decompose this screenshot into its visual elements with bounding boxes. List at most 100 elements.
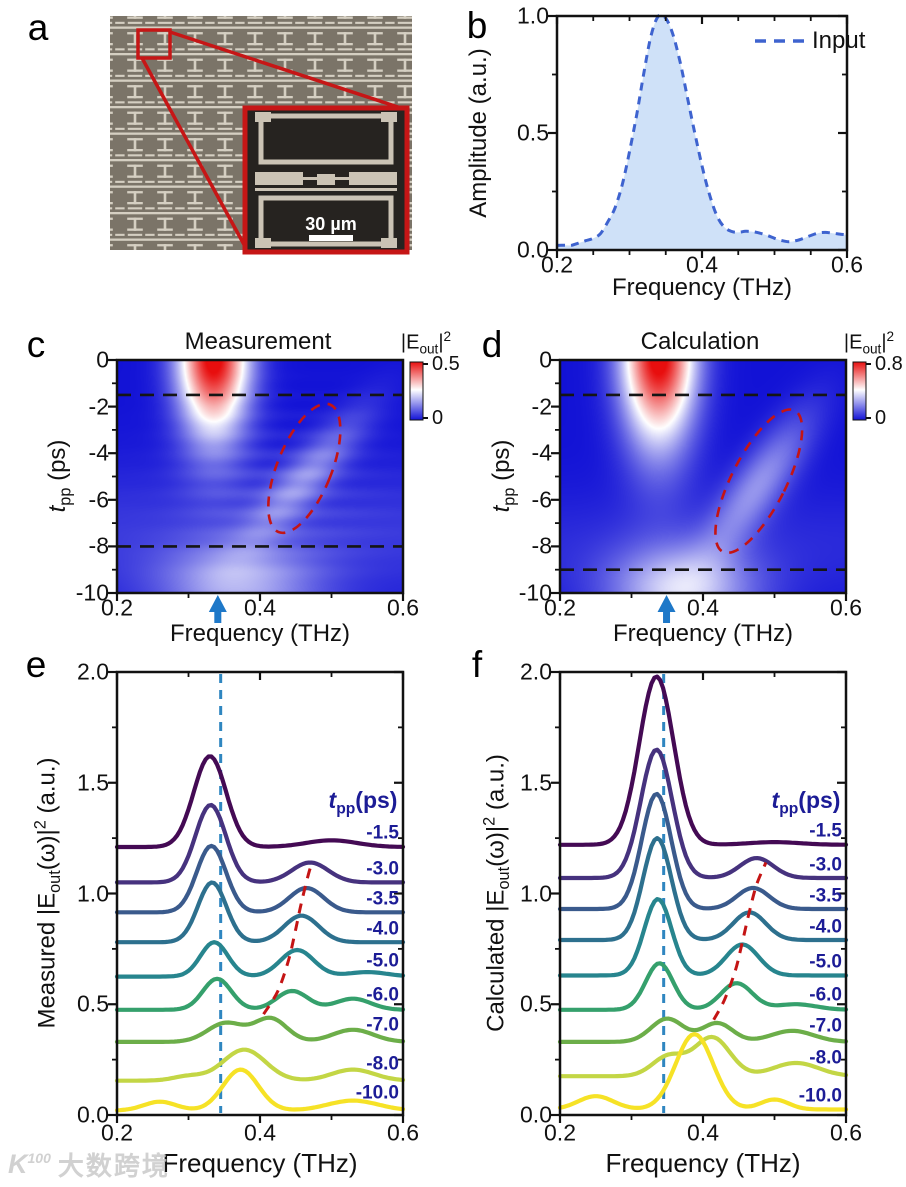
spectrum-curve-tpp--3.5: [557, 791, 849, 912]
panel-letter-b: b: [466, 5, 488, 46]
spectrum-curve-tpp--1.5: [557, 674, 849, 847]
panel-c-ytick: -10: [75, 579, 109, 606]
panel-c-ylabel: tpp (ps): [43, 439, 75, 513]
curve-label-tpp--3.5: -3.5: [366, 888, 399, 910]
panel-b-ytick: 0.5: [517, 119, 549, 146]
panel-b-xtick: 0.4: [686, 251, 718, 278]
panel-c-xtick: 0.2: [101, 594, 133, 621]
panel-c-xtick: 0.4: [244, 594, 276, 621]
unit-cell-gap-pad: [317, 174, 335, 185]
resonance-arrow: [657, 595, 676, 623]
curve-label-tpp--6.0: -6.0: [809, 984, 842, 1006]
curve-label-tpp--7.0: -7.0: [809, 1015, 842, 1037]
panel-f-ytick: 0.5: [520, 990, 552, 1017]
curve-label-tpp--1.5: -1.5: [366, 822, 399, 844]
callout-line-bottom: [140, 57, 249, 251]
panel-f-xtick: 0.2: [544, 1119, 576, 1146]
panel-c-ytick: -4: [88, 439, 109, 466]
spectrum-curve-tpp--4.0: [557, 836, 849, 943]
spectrum-curve-tpp--4.0: [114, 880, 406, 945]
zoom-region-box: [136, 28, 172, 60]
spectrum-curve-tpp--6.0: [114, 976, 406, 1012]
panel-e-ytick: 2.0: [77, 658, 109, 685]
panel-f-xtick: 0.6: [830, 1119, 862, 1146]
panel-b-xlabel: Frequency (THz): [611, 274, 793, 301]
watermark-logo: K100: [8, 1149, 51, 1179]
panel-a-micrograph: 30 µm: [110, 16, 412, 255]
panel-d-xtick: 0.6: [830, 594, 862, 621]
curve-label-tpp--8.0: -8.0: [809, 1047, 842, 1069]
panel-e-graphics: [108, 670, 406, 1123]
panel-c-ytick: -8: [88, 532, 109, 559]
plot-frame: [115, 670, 405, 1117]
panel-f-graphics: [551, 670, 849, 1123]
panel-e-series-header: tpp(ps): [328, 786, 398, 818]
unit-cell-tab: [255, 112, 271, 122]
panel-f-xlabel: Frequency (THz): [605, 1148, 801, 1178]
panel-e-xtick: 0.4: [244, 1119, 276, 1146]
panel-f-ytick: 0.0: [520, 1101, 552, 1128]
panel-letter-d: d: [481, 324, 503, 365]
unit-cell-tab: [255, 238, 271, 248]
colorbar-calculation: [852, 361, 867, 421]
sideband-highlight-ellipse: [267, 402, 342, 535]
panel-c-xtick: 0.6: [387, 594, 419, 621]
unit-cell-top-bar: [258, 113, 394, 165]
scale-bar-label: 30 µm: [305, 214, 356, 234]
panel-c-colorbar-label: |Eout|2: [400, 328, 452, 357]
unit-cell-connector: [335, 177, 349, 180]
panel-e-ylabel: Measured |Eout(ω)|2 (a.u.): [31, 757, 65, 1029]
measurement-heatmap-canvas: [117, 360, 403, 593]
panel-d-ytick: 0: [539, 346, 552, 373]
spectrum-curve-tpp--5.0: [114, 940, 406, 979]
panel-f-ytick: 1.0: [520, 880, 552, 906]
unit-cell-bottom-bar: [258, 195, 394, 247]
spectrum-curve-tpp--10.0: [557, 1032, 849, 1112]
panel-d-colorbar-max: 0.8: [875, 353, 903, 375]
curve-label-tpp--7.0: -7.0: [366, 1014, 399, 1036]
panel-a-inset: 30 µm: [242, 105, 410, 255]
panel-e-ytick: 0.0: [77, 1101, 109, 1128]
input-spectrum-curve: [556, 13, 848, 247]
spectrum-curve-tpp--5.0: [557, 897, 849, 978]
curve-label-tpp--10.0: -10.0: [355, 1082, 399, 1104]
panel-d-ytick: -10: [518, 579, 552, 606]
panel-b-xtick: 0.2: [541, 251, 573, 278]
spectrum-curve-tpp--10.0: [114, 1067, 406, 1113]
watermark: K100 大数跨境: [8, 1146, 170, 1183]
callout-line-top: [169, 30, 405, 111]
panel-d-colorbar-min: 0: [875, 407, 887, 429]
panel-b-ylabel: Amplitude (a.u.): [465, 48, 492, 218]
panel-c-ytick: -2: [88, 393, 109, 420]
spectrum-curve-tpp--8.0: [114, 1047, 406, 1083]
panel-b-xtick: 0.6: [831, 251, 863, 278]
watermark-brand-text: 大数跨境: [57, 1151, 170, 1181]
unit-cell-thin-line: [255, 188, 397, 191]
panel-b-graphics: [548, 13, 849, 258]
panel-letter-f: f: [471, 644, 483, 685]
panel-d-colorbar-label: |Eout|2: [843, 328, 895, 357]
unit-cell-tab: [381, 112, 397, 122]
panel-c-title: Measurement: [184, 328, 332, 355]
panel-b-legend-label: Input: [812, 27, 866, 54]
panel-e-ytick: 0.5: [77, 990, 109, 1017]
panel-c-ytick: -6: [88, 486, 109, 513]
curve-label-tpp--3.0: -3.0: [366, 858, 399, 880]
panel-c-colorbar-max: 0.5: [432, 353, 460, 375]
curve-label-tpp--4.0: -4.0: [366, 918, 399, 940]
panel-e-xtick: 0.2: [101, 1119, 133, 1146]
panel-d-title: Calculation: [640, 328, 760, 355]
panel-letter-a: a: [27, 7, 49, 48]
panel-c-colorbar-min: 0: [432, 407, 444, 429]
curve-label-tpp--1.5: -1.5: [809, 820, 842, 842]
panel-letter-c: c: [26, 324, 46, 365]
sideband-trend-dashed: [262, 862, 314, 1016]
panel-d-ylabel: tpp (ps): [487, 439, 519, 513]
panel-c-xlabel: Frequency (THz): [169, 620, 351, 647]
plot-frame: [558, 670, 848, 1117]
curve-label-tpp--4.0: -4.0: [809, 916, 842, 938]
spectrum-curve-tpp--7.0: [557, 1016, 849, 1044]
panel-f-ylabel: Calculated |Eout(ω)|2 (a.u.): [480, 754, 514, 1032]
panel-b-ytick: 0.0: [517, 236, 549, 263]
